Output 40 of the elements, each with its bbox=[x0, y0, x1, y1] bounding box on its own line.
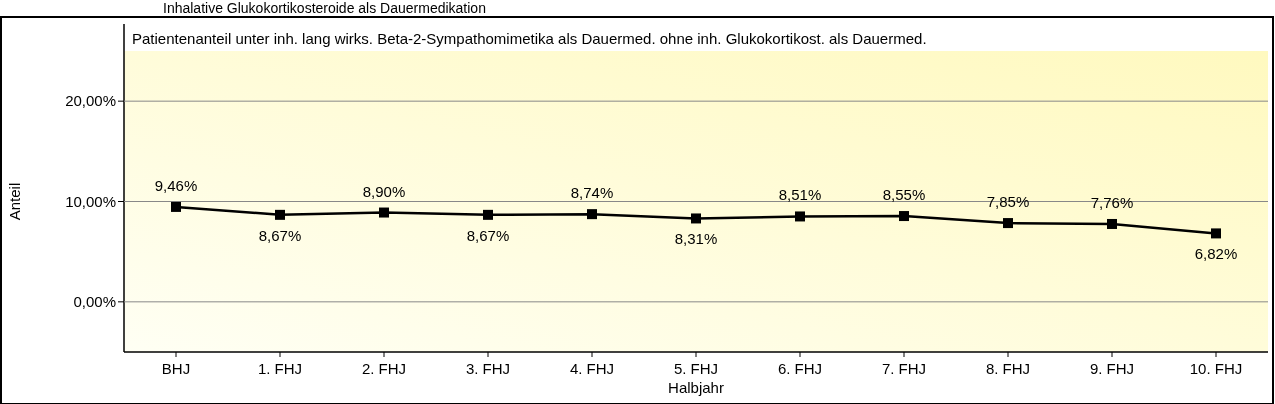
x-tick-label: 8. FHJ bbox=[985, 360, 1031, 377]
chart-subtitle: Patientenanteil unter inh. lang wirks. Beta-2-Sympathomimetika als Dauermed. ohne inh. Glukokortikost. als Dauermed. bbox=[132, 30, 927, 47]
point bbox=[171, 201, 181, 212]
data-label: 7,76% bbox=[1090, 193, 1134, 211]
point bbox=[483, 209, 493, 220]
data-label: 8,67% bbox=[466, 226, 510, 244]
y-tick-label: 20,00% bbox=[65, 92, 116, 110]
point bbox=[379, 207, 389, 218]
point bbox=[587, 209, 597, 220]
data-label: 8,67% bbox=[258, 226, 302, 244]
point bbox=[795, 211, 805, 222]
x-tick-label: 4. FHJ bbox=[569, 360, 615, 377]
point bbox=[691, 213, 701, 224]
point bbox=[899, 211, 909, 222]
y-axis-title: Anteil bbox=[6, 182, 23, 221]
x-tick-label: 9. FHJ bbox=[1089, 360, 1135, 377]
x-tick-label: 2. FHJ bbox=[361, 360, 407, 377]
data-label: 8,51% bbox=[778, 186, 822, 204]
point bbox=[1107, 218, 1117, 229]
x-tick-label: 6. FHJ bbox=[777, 360, 823, 377]
x-tick-label: 5. FHJ bbox=[673, 360, 719, 377]
x-tick-label: 3. FHJ bbox=[465, 360, 511, 377]
x-tick-label: 10. FHJ bbox=[1189, 360, 1243, 377]
chart-title: Inhalative Glukokortikosteroide als Dauermedikation bbox=[163, 0, 486, 16]
point bbox=[1003, 218, 1013, 229]
x-axis-title: Halbjahr bbox=[668, 379, 724, 396]
data-label: 7,85% bbox=[986, 193, 1030, 211]
x-tick-label: BHJ bbox=[161, 360, 191, 377]
y-tick-label: 10,00% bbox=[65, 192, 116, 210]
x-tick-label: 7. FHJ bbox=[881, 360, 927, 377]
point bbox=[1211, 228, 1221, 239]
point bbox=[275, 209, 285, 220]
data-label: 8,31% bbox=[674, 230, 718, 248]
x-tick-label: 1. FHJ bbox=[257, 360, 303, 377]
y-tick-label: 0,00% bbox=[73, 292, 116, 310]
data-label: 9,46% bbox=[154, 176, 198, 194]
data-label: 6,82% bbox=[1194, 245, 1238, 263]
data-label: 8,74% bbox=[570, 184, 614, 202]
data-label: 8,55% bbox=[882, 186, 926, 204]
data-label: 8,90% bbox=[362, 182, 406, 200]
